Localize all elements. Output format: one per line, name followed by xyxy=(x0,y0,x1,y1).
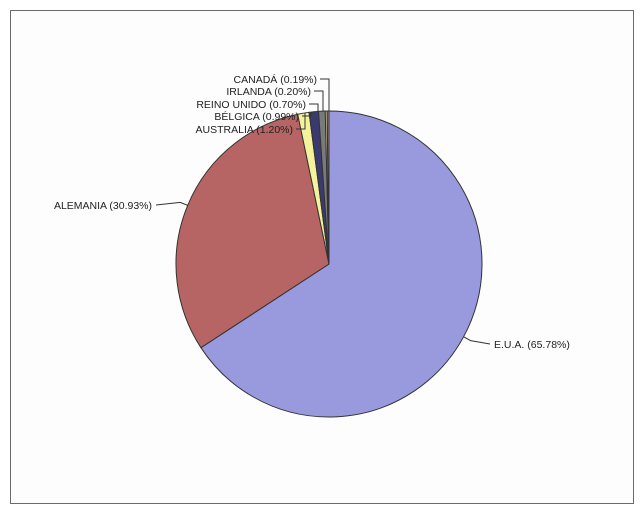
slice-label-canada: CANADÁ (0.19%) xyxy=(234,73,317,86)
leader-line-alemania xyxy=(155,201,188,206)
slice-label-belgica: BÉLGICA (0.99%) xyxy=(214,110,299,123)
leader-line-belgica xyxy=(302,112,312,117)
leader-line-reino-unido xyxy=(309,103,319,112)
leader-line-canada xyxy=(320,78,330,111)
pie-slice-alemania xyxy=(175,113,330,349)
slices-layer xyxy=(175,110,483,418)
leader-line-irlanda xyxy=(314,90,324,112)
slice-label-e-u-a: E.U.A. (65.78%) xyxy=(494,339,570,351)
leaders-layer xyxy=(155,78,491,345)
leader-line-e-u-a xyxy=(463,336,491,345)
pie-slice-e-u-a xyxy=(200,110,483,418)
labels-layer: E.U.A. (65.78%) ALEMANIA (30.93%) AUSTRALI… xyxy=(54,73,570,351)
leader-line-australia xyxy=(296,112,306,130)
slice-label-alemania: ALEMANIA (30.93%) xyxy=(54,200,152,212)
slice-label-reino-unido: REINO UNIDO (0.70%) xyxy=(196,99,306,111)
slice-label-australia: AUSTRALIA (1.20%) xyxy=(196,124,293,136)
slice-label-irlanda: IRLANDA (0.20%) xyxy=(226,86,311,98)
